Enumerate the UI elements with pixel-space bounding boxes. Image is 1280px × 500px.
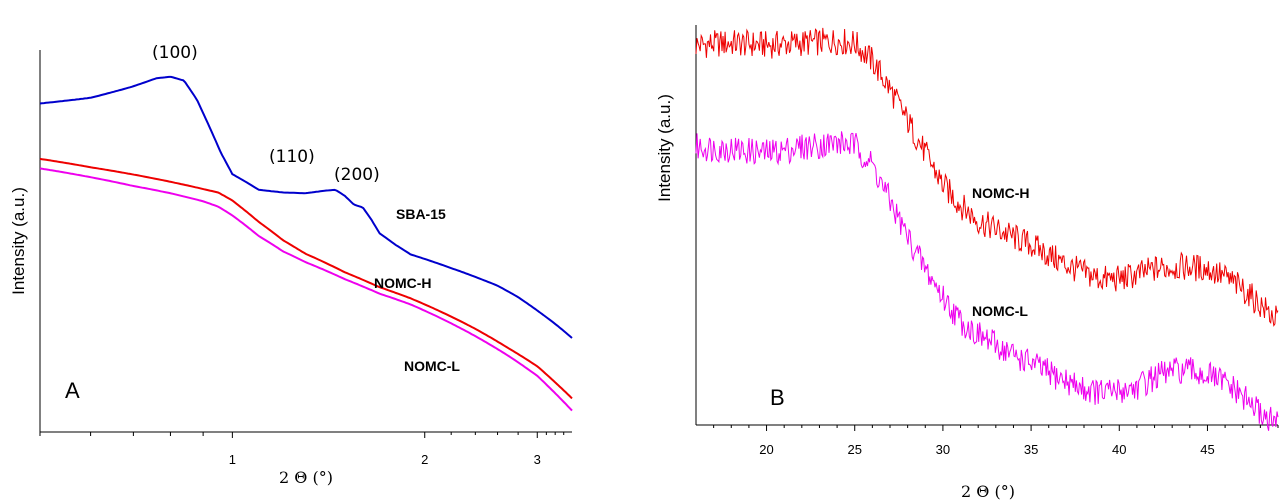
series-line-nomc-h: [39, 157, 573, 400]
x-tick-label-a: 1: [229, 452, 236, 467]
x-tick-label-a: 3: [534, 452, 541, 467]
x-tick-label-b: 25: [847, 442, 861, 457]
y-axis-title-a: Intensity (a.u.): [9, 187, 28, 295]
x-tick-label-b: 40: [1112, 442, 1126, 457]
peak-label-110: (110): [269, 147, 315, 167]
panel-label-b: B: [770, 385, 785, 410]
x-tick-label-b: 35: [1024, 442, 1038, 457]
series-line-sba-15: [39, 75, 573, 339]
panel-label-a: A: [65, 378, 80, 403]
series-line-nomc-l: [695, 131, 1279, 431]
x-tick-label-b: 30: [936, 442, 950, 457]
peak-label-100: (100): [152, 43, 198, 63]
x-tick-label-a: 2: [421, 452, 428, 467]
peak-label-200: (200): [334, 165, 380, 185]
series-line-nomc-h: [695, 27, 1279, 327]
panel-a: 1 2 3 2 Θ (°) Intensity (a.u.) A SBA-15 NOMC-H N…: [9, 43, 573, 487]
series-label-nomc-l: NOMC-L: [972, 303, 1028, 319]
series-label-nomc-l: NOMC-L: [404, 358, 460, 374]
series-label-nomc-h: NOMC-H: [374, 275, 432, 291]
x-axis-title-a: 2 Θ (°): [279, 468, 333, 487]
series-label-nomc-h: NOMC-H: [972, 185, 1030, 201]
x-tick-label-b: 45: [1200, 442, 1214, 457]
panel-b: 20 25 30 35 40 45 2 Θ (°) Intensity (a.u.) B NOMC…: [655, 25, 1279, 500]
y-axis-title-b: Intensity (a.u.): [655, 94, 674, 202]
series-line-nomc-l: [39, 167, 573, 412]
x-axis-title-b: 2 Θ (°): [961, 482, 1015, 500]
x-tick-label-b: 20: [759, 442, 773, 457]
series-label-sba-15: SBA-15: [396, 206, 446, 222]
